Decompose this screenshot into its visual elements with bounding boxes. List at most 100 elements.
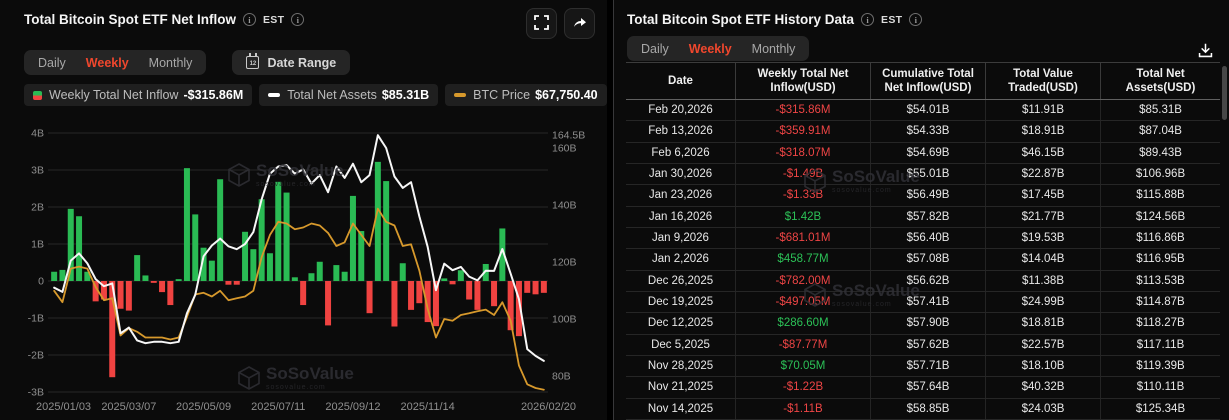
table-row: Dec 19,2025 -$497.05M $57.41B $24.99B $114.8…: [626, 291, 1220, 314]
info-icon[interactable]: i: [861, 13, 875, 26]
tab-daily[interactable]: Daily: [38, 55, 66, 70]
fullscreen-button[interactable]: [526, 8, 557, 39]
svg-text:2B: 2B: [31, 202, 44, 214]
cell-net-assets: $106.96B: [1135, 168, 1186, 181]
table-period-tabs: Daily Weekly Monthly: [627, 36, 810, 61]
cell-cumulative-inflow: $56.62B: [871, 270, 986, 291]
svg-text:2025/01/03: 2025/01/03: [36, 401, 91, 413]
cell-net-assets: $125.34B: [1135, 402, 1186, 415]
chart-period-tabs: Daily Weekly Monthly: [24, 50, 207, 75]
cell-date: Dec 12,2025: [626, 313, 736, 334]
cell-net-assets: $117.11B: [1136, 338, 1185, 351]
svg-text:164.5B: 164.5B: [552, 130, 585, 142]
cell-cumulative-inflow: $57.41B: [871, 291, 986, 313]
cell-value-traded: $11.91B: [986, 100, 1101, 121]
svg-text:100B: 100B: [552, 314, 577, 326]
cell-weekly-inflow: -$1.22B: [736, 377, 871, 398]
table-row: Dec 5,2025 -$87.77M $57.62B $22.57B $117.11B: [626, 334, 1220, 356]
cell-date: Feb 6,2026: [626, 142, 736, 163]
svg-text:2025/07/11: 2025/07/11: [251, 401, 305, 413]
cell-weekly-inflow: $458.77M: [736, 249, 871, 270]
cell-cumulative-inflow: $57.08B: [871, 249, 986, 270]
cell-cumulative-inflow: $54.69B: [871, 142, 986, 163]
cell-net-assets: $115.88B: [1136, 189, 1185, 202]
table-row: Jan 9,2026 -$681.01M $56.40B $19.53B $116.86…: [626, 227, 1220, 250]
tab-daily[interactable]: Daily: [641, 41, 669, 56]
table-panel-title: Total Bitcoin Spot ETF History Data: [627, 12, 855, 27]
cell-cumulative-inflow: $54.01B: [871, 100, 986, 121]
svg-text:0: 0: [38, 276, 44, 288]
cell-weekly-inflow: -$782.00M: [736, 270, 871, 291]
svg-text:2025/11/14: 2025/11/14: [401, 401, 455, 413]
legend-btc-price[interactable]: BTC Price $67,750.40: [445, 84, 607, 106]
table-row: Feb 13,2026 -$359.91M $54.33B $18.91B $87.04…: [626, 121, 1220, 143]
fullscreen-icon: [534, 14, 549, 33]
history-data-table: Date Weekly Total Net Inflow(USD) Cumulati…: [626, 62, 1220, 420]
cell-weekly-inflow: -$315.86M: [736, 100, 871, 121]
tab-monthly[interactable]: Monthly: [148, 55, 193, 70]
cell-date: Nov 28,2025: [626, 355, 736, 377]
date-range-button[interactable]: 12 Date Range: [232, 50, 351, 75]
tab-monthly[interactable]: Monthly: [751, 41, 796, 56]
column-header: Date: [626, 63, 736, 99]
table-scrollbar-thumb[interactable]: [1222, 66, 1227, 120]
net-inflow-combo-chart[interactable]: 4B 3B 2B 1B 0 -1B -2B -3B 164.5B 160B 140B 120B 100B…: [0, 110, 607, 420]
legend-net-inflow[interactable]: Weekly Total Net Inflow -$315.86M: [24, 84, 253, 106]
cell-weekly-inflow: $70.05M: [736, 355, 871, 377]
legend-net-assets[interactable]: Total Net Assets $85.31B: [259, 84, 439, 106]
cell-net-assets: $114.87B: [1136, 296, 1185, 309]
cell-date: Jan 23,2026: [626, 185, 736, 206]
tab-weekly[interactable]: Weekly: [85, 55, 129, 70]
svg-text:-2B: -2B: [28, 350, 44, 362]
svg-text:160B: 160B: [552, 143, 577, 155]
info-icon[interactable]: i: [909, 13, 923, 26]
date-range-label: Date Range: [267, 55, 337, 70]
svg-text:2025/03/07: 2025/03/07: [101, 401, 156, 413]
column-header: Total Net Assets(USD): [1125, 67, 1196, 94]
cell-net-assets: $119.39B: [1136, 360, 1185, 373]
cell-value-traded: $21.77B: [986, 206, 1101, 227]
calendar-icon: 12: [246, 53, 260, 69]
cell-cumulative-inflow: $57.64B: [871, 377, 986, 398]
download-button[interactable]: [1195, 40, 1216, 64]
table-row: Jan 30,2026 -$1.49B $55.01B $22.87B $106.96B: [626, 163, 1220, 186]
column-header: Total Value Traded(USD): [986, 63, 1101, 99]
cell-net-assets: $110.11B: [1136, 381, 1185, 394]
share-button[interactable]: [564, 8, 595, 39]
tab-weekly[interactable]: Weekly: [688, 41, 732, 56]
timezone-label: EST: [881, 13, 903, 26]
cell-net-assets: $116.95B: [1136, 253, 1185, 266]
cell-cumulative-inflow: $57.62B: [871, 334, 986, 355]
cell-weekly-inflow: -$1.11B: [736, 398, 871, 419]
cell-value-traded: $17.45B: [986, 185, 1101, 206]
svg-text:-3B: -3B: [28, 387, 44, 399]
cell-net-assets: $87.04B: [1139, 125, 1182, 138]
net-inflow-chart-panel: Total Bitcoin Spot ETF Net Inflow i EST …: [0, 0, 607, 420]
cell-value-traded: $18.91B: [986, 121, 1101, 142]
bar-series-icon: [33, 90, 42, 100]
cell-net-assets: $89.43B: [1139, 146, 1182, 159]
table-row: Nov 28,2025 $70.05M $57.71B $18.10B $119.39B: [626, 355, 1220, 378]
column-header: Weekly Total Net Inflow(USD): [736, 63, 871, 99]
table-row: Dec 26,2025 -$782.00M $56.62B $11.38B $113.5…: [626, 270, 1220, 292]
info-icon[interactable]: i: [242, 13, 256, 26]
cell-date: Jan 9,2026: [626, 227, 736, 249]
cell-net-assets: $113.53B: [1136, 274, 1185, 287]
svg-text:3B: 3B: [31, 165, 44, 177]
cell-weekly-inflow: -$497.05M: [736, 291, 871, 313]
info-icon[interactable]: i: [291, 13, 305, 26]
svg-text:2026/02/20: 2026/02/20: [521, 401, 576, 413]
table-header-row: Date Weekly Total Net Inflow(USD) Cumulati…: [626, 62, 1220, 100]
cell-date: Dec 26,2025: [626, 270, 736, 291]
cell-value-traded: $18.81B: [986, 313, 1101, 334]
chart-panel-title: Total Bitcoin Spot ETF Net Inflow: [24, 12, 236, 27]
cell-value-traded: $24.03B: [986, 398, 1101, 419]
line-series-icon: [268, 93, 281, 97]
cell-date: Jan 2,2026: [626, 249, 736, 270]
cell-weekly-inflow: -$681.01M: [736, 227, 871, 249]
svg-text:-1B: -1B: [28, 313, 44, 325]
cell-weekly-inflow: $286.60M: [736, 313, 871, 334]
cell-value-traded: $40.32B: [986, 377, 1101, 398]
cell-net-assets: $85.31B: [1139, 104, 1182, 117]
